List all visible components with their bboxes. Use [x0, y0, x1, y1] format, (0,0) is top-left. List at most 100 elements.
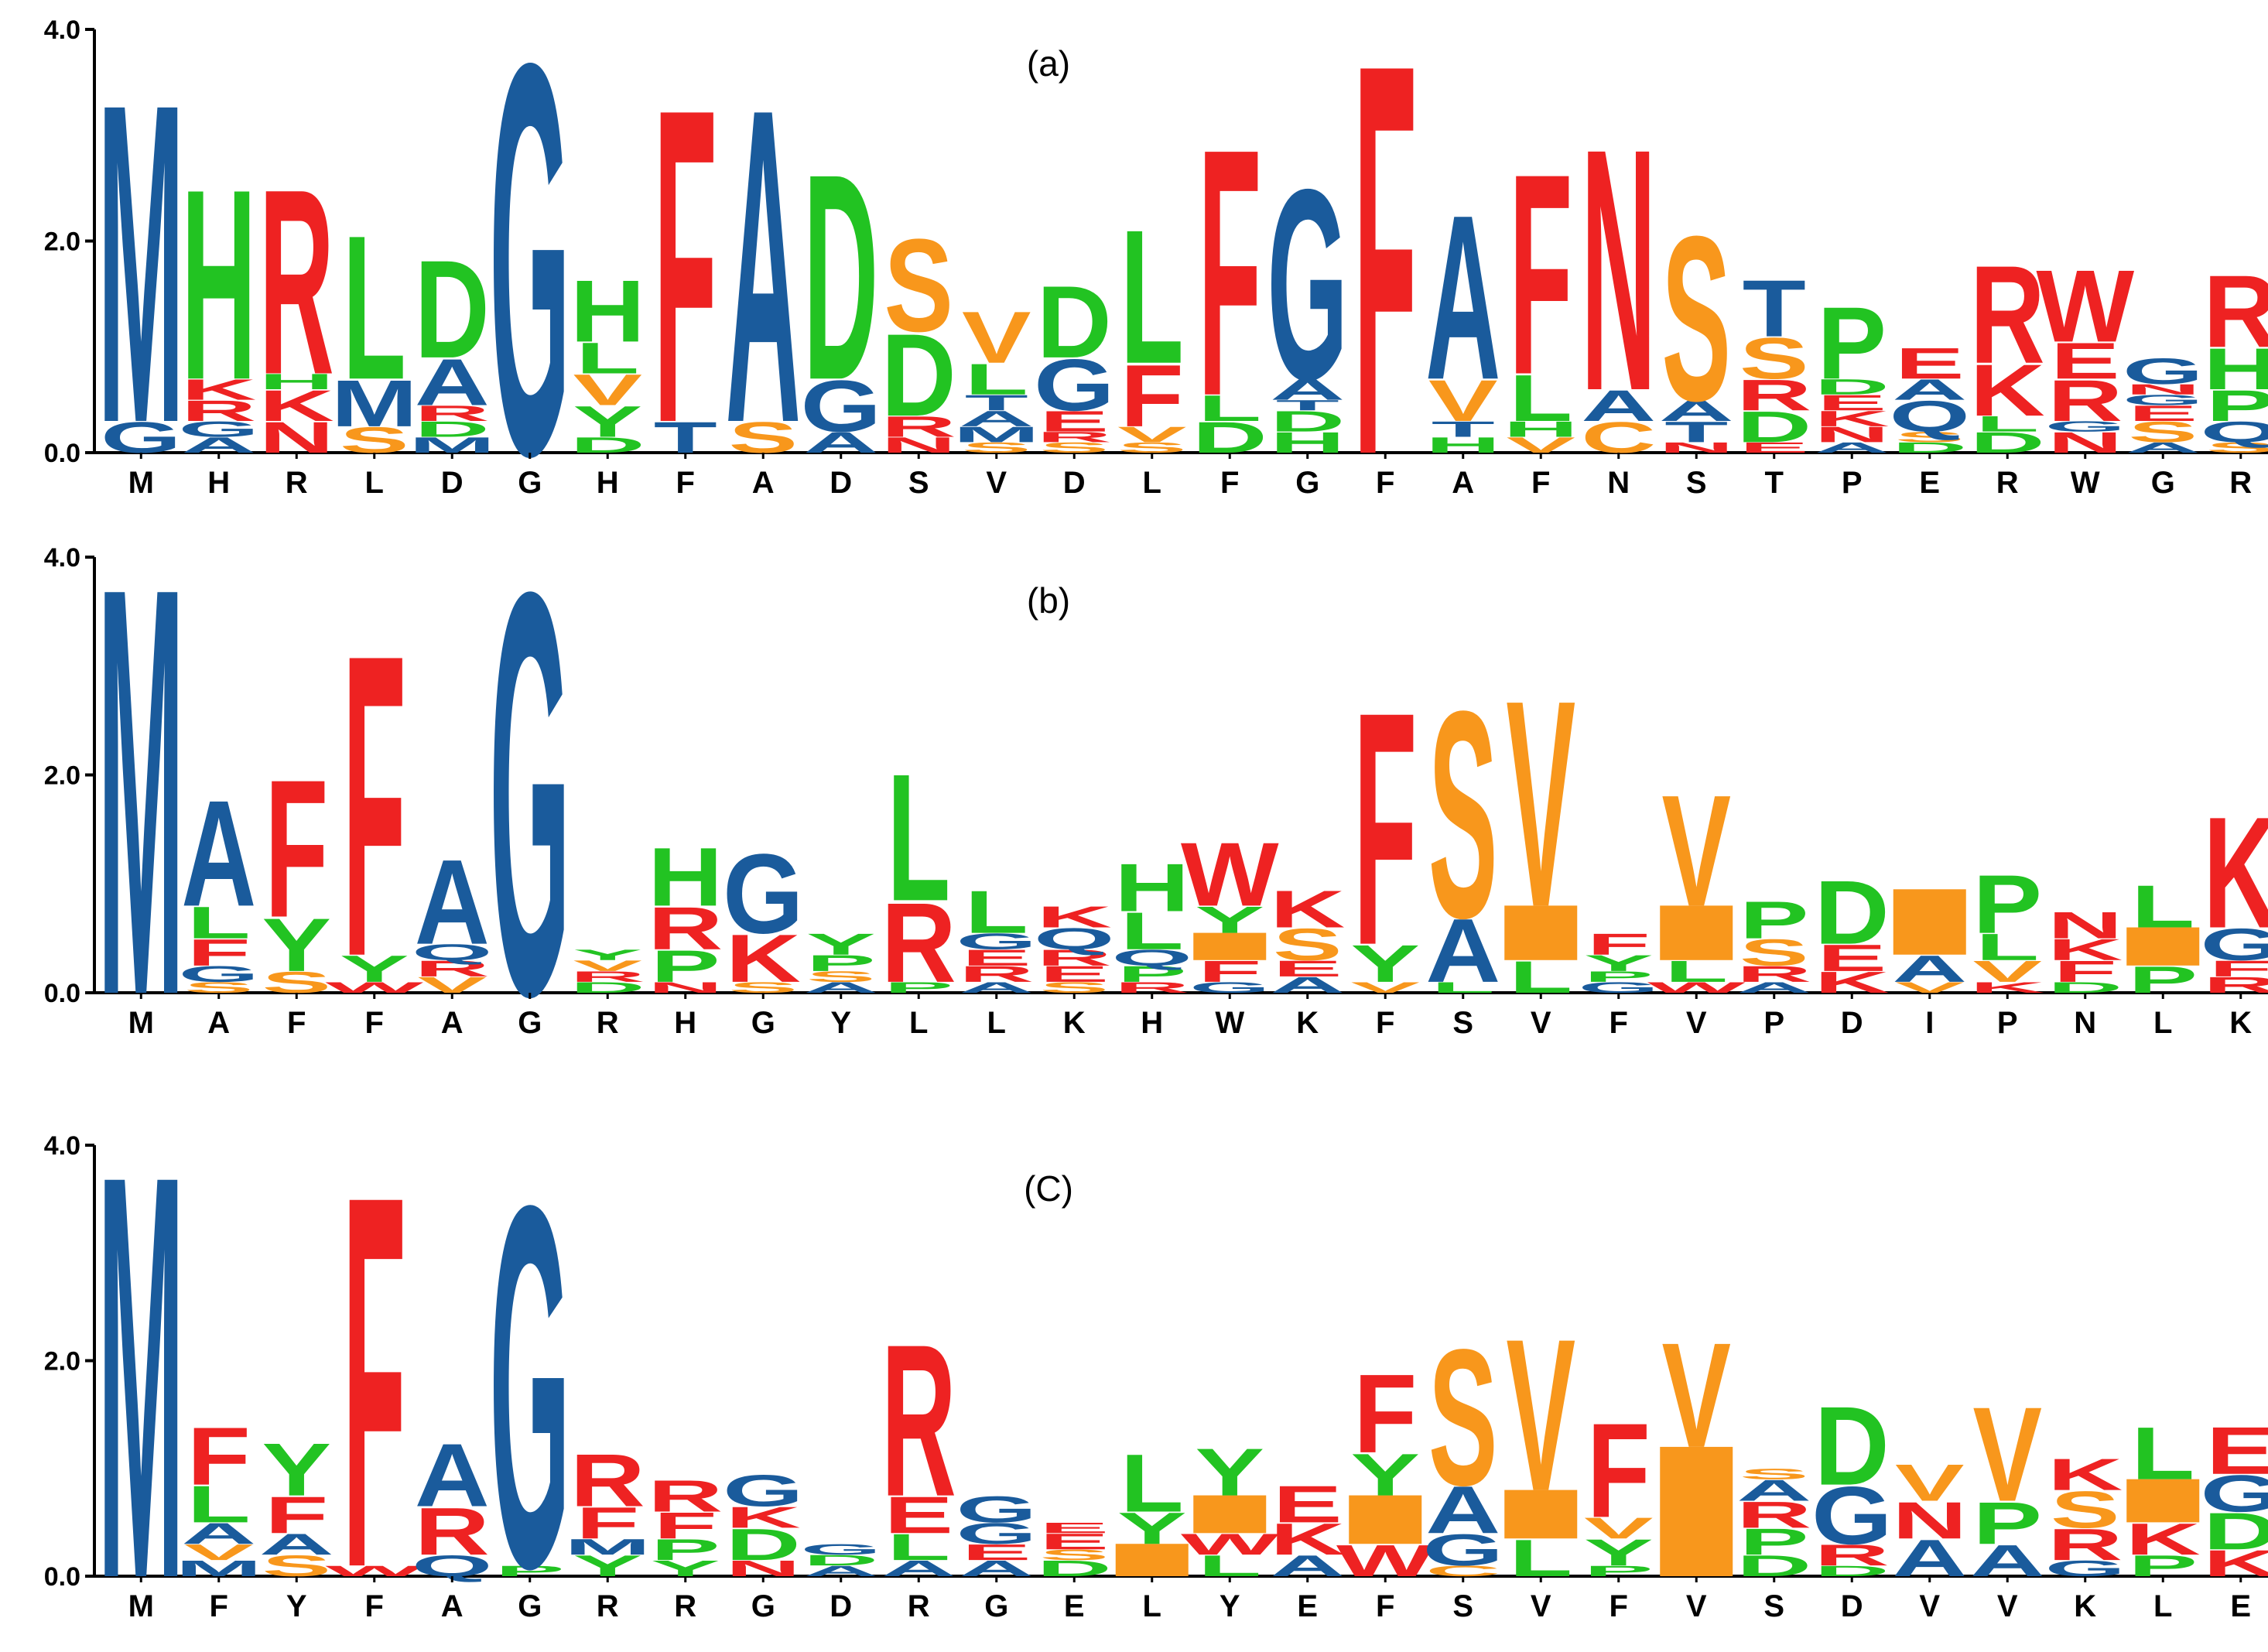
x-tick-label: E	[1297, 1589, 1318, 1623]
residue-glyph: F	[654, 15, 717, 517]
residue-glyph: V	[184, 1540, 254, 1565]
residue-glyph: F	[343, 1084, 406, 1652]
x-tick-label: V	[1919, 1589, 1940, 1623]
residue-glyph: A	[1892, 373, 1967, 405]
x-tick-label: V	[986, 466, 1007, 500]
residue-glyph: Y	[1584, 950, 1654, 976]
x-tick-label: E	[1064, 1589, 1085, 1623]
x-tick-label: W	[2071, 466, 2100, 500]
y-tick-label: 4.0	[44, 1131, 80, 1161]
residue-glyph: Y	[340, 948, 409, 990]
residue-glyph: S	[1273, 919, 1343, 970]
residue-glyph: G	[1579, 979, 1659, 996]
residue-glyph: S	[2051, 1480, 2120, 1539]
residue-glyph: K	[2203, 784, 2268, 962]
x-tick-label: S	[908, 466, 929, 500]
x-tick-label: R	[2229, 466, 2252, 500]
x-tick-label: Y	[830, 1006, 851, 1040]
residue-glyph: A	[1270, 373, 1345, 405]
residue-glyph: N	[1659, 440, 1734, 456]
x-tick-label: F	[1220, 466, 1239, 500]
residue-glyph: R	[2047, 1519, 2123, 1569]
residue-glyph: F	[1353, 1350, 1417, 1476]
residue-glyph: R	[881, 879, 956, 1006]
x-tick-label: D	[830, 1589, 852, 1623]
residue-glyph: A	[181, 768, 256, 938]
residue-glyph: R	[1736, 961, 1811, 987]
residue-block	[1660, 905, 1733, 960]
residue-glyph: G	[2123, 392, 2203, 408]
y-tick-label: 2.0	[44, 1347, 80, 1377]
residue-glyph: V	[573, 365, 642, 415]
x-tick-label: F	[1609, 1006, 1628, 1040]
residue-glyph: D	[2203, 1502, 2268, 1561]
x-tick-label: A	[207, 1006, 230, 1040]
x-tick-label: G	[518, 1589, 542, 1623]
residue-glyph: Q	[1890, 392, 1970, 441]
x-tick-label: K	[1296, 1006, 1319, 1040]
x-tick-label: F	[287, 1006, 306, 1040]
residue-glyph: W	[2036, 249, 2134, 364]
residue-glyph: S	[1039, 440, 1109, 456]
residue-glyph: R	[648, 1471, 723, 1521]
residue-glyph: M	[97, 1056, 184, 1652]
residue-glyph: R	[570, 1438, 645, 1522]
residue-glyph: P	[651, 941, 720, 992]
residue-glyph: P	[806, 950, 876, 976]
y-tick-label: 0.0	[44, 979, 80, 1008]
residue-glyph: A	[1736, 979, 1811, 996]
y-tick-label: 2.0	[44, 227, 80, 257]
x-tick-label: F	[210, 1589, 228, 1623]
residue-glyph: G	[490, 0, 570, 572]
residue-glyph: G	[801, 365, 881, 447]
x-tick-label: G	[2151, 466, 2175, 500]
residue-glyph: F	[1353, 0, 1417, 572]
residue-glyph: R	[1736, 1494, 1811, 1536]
residue-glyph: R	[959, 961, 1034, 987]
residue-glyph: G	[956, 1517, 1037, 1550]
residue-glyph: S	[1739, 1466, 1809, 1483]
residue-glyph: A	[415, 834, 490, 970]
residue-glyph: K	[2047, 932, 2123, 966]
residue-glyph: A	[959, 979, 1034, 996]
residue-glyph: L	[343, 192, 406, 422]
residue-glyph: Y	[1584, 1532, 1654, 1574]
x-tick-label: D	[441, 466, 464, 500]
residue-glyph: E	[1895, 339, 1965, 388]
residue-glyph: G	[179, 417, 259, 442]
residue-glyph: Y	[573, 397, 642, 446]
residue-glyph: Q	[1112, 945, 1192, 970]
residue-glyph: A	[1815, 440, 1890, 456]
residue-glyph: G	[956, 929, 1037, 954]
x-tick-label: R	[597, 1006, 619, 1040]
x-tick-label: H	[207, 466, 230, 500]
residue-glyph: S	[1428, 1309, 1498, 1527]
x-tick-label: G	[518, 1006, 542, 1040]
residue-glyph: G	[179, 961, 259, 987]
residue-glyph: E	[1817, 390, 1887, 415]
x-tick-label: R	[597, 1589, 619, 1623]
residue-glyph: E	[1273, 956, 1343, 981]
x-tick-label: V	[1997, 1589, 2018, 1623]
residue-glyph: W	[325, 1563, 423, 1580]
residue-glyph: F	[343, 564, 406, 1046]
x-tick-label: L	[1143, 466, 1161, 500]
residue-glyph: K	[2047, 1449, 2123, 1500]
residue-glyph: F	[1353, 643, 1417, 1015]
residue-glyph: M	[331, 366, 418, 440]
x-tick-label: F	[1531, 466, 1550, 500]
residue-glyph: E	[1273, 1475, 1343, 1534]
residue-glyph: R	[570, 968, 645, 985]
residue-glyph: K	[1270, 1513, 1345, 1564]
residue-glyph: P	[1817, 286, 1887, 401]
x-tick-label: F	[1609, 1589, 1628, 1623]
residue-block	[1660, 1446, 1733, 1576]
residue-glyph: F	[2209, 956, 2268, 981]
residue-glyph: L	[1509, 361, 1572, 436]
residue-glyph: E	[1039, 1520, 1109, 1537]
x-tick-label: A	[752, 466, 775, 500]
residue-glyph: P	[1972, 1490, 2042, 1557]
residue-glyph: V	[573, 957, 642, 974]
residue-block	[1893, 889, 1966, 955]
residue-glyph: W	[325, 979, 423, 996]
